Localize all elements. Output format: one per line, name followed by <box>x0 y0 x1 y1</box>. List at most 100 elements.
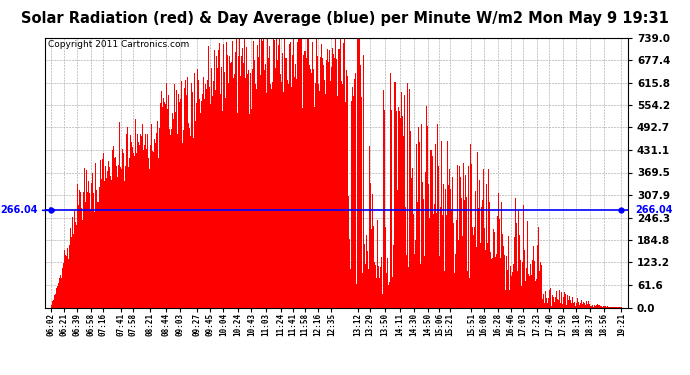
Bar <box>526 221 528 308</box>
Bar <box>332 98 333 308</box>
Bar <box>125 166 126 308</box>
Bar <box>416 144 417 308</box>
Bar <box>258 57 259 308</box>
Bar <box>475 190 476 308</box>
Bar <box>391 110 392 308</box>
Bar <box>222 111 223 308</box>
Bar <box>525 281 526 308</box>
Bar <box>355 72 356 308</box>
Bar <box>124 150 125 308</box>
Bar <box>413 214 414 308</box>
Bar <box>152 151 153 308</box>
Bar <box>281 82 282 308</box>
Bar <box>410 237 411 308</box>
Bar <box>512 272 513 308</box>
Bar <box>308 38 309 308</box>
Bar <box>176 90 177 308</box>
Bar <box>318 84 319 308</box>
Bar <box>128 167 129 308</box>
Bar <box>329 50 330 308</box>
Bar <box>598 305 599 308</box>
Bar <box>358 38 359 308</box>
Bar <box>307 71 308 308</box>
Bar <box>601 306 602 308</box>
Bar <box>254 60 255 308</box>
Bar <box>415 240 416 308</box>
Bar <box>371 229 372 308</box>
Bar <box>446 244 448 308</box>
Bar <box>238 56 239 308</box>
Bar <box>104 172 106 308</box>
Bar <box>290 42 291 308</box>
Bar <box>133 153 134 308</box>
Bar <box>471 165 472 308</box>
Bar <box>101 178 102 308</box>
Bar <box>274 40 275 308</box>
Bar <box>79 202 80 308</box>
Bar <box>478 208 479 308</box>
Bar <box>122 149 123 308</box>
Bar <box>565 294 566 307</box>
Bar <box>243 63 244 308</box>
Bar <box>214 50 215 308</box>
Bar <box>353 96 354 308</box>
Bar <box>398 107 399 307</box>
Bar <box>188 123 189 308</box>
Bar <box>204 99 205 308</box>
Bar <box>586 304 587 307</box>
Bar <box>315 84 316 308</box>
Bar <box>389 282 390 308</box>
Bar <box>263 38 264 308</box>
Bar <box>458 240 459 308</box>
Bar <box>328 62 329 308</box>
Bar <box>397 190 398 308</box>
Bar <box>147 168 148 308</box>
Bar <box>558 300 559 307</box>
Bar <box>136 153 137 308</box>
Bar <box>459 166 460 308</box>
Bar <box>227 84 228 308</box>
Bar <box>195 121 196 308</box>
Bar <box>277 60 278 308</box>
Bar <box>351 101 352 308</box>
Bar <box>451 209 452 308</box>
Bar <box>294 78 295 308</box>
Bar <box>385 227 386 308</box>
Bar <box>261 38 262 308</box>
Bar <box>172 112 173 308</box>
Bar <box>536 279 537 308</box>
Bar <box>221 77 222 308</box>
Bar <box>503 246 504 308</box>
Bar <box>414 254 415 308</box>
Bar <box>445 189 446 308</box>
Bar <box>106 178 107 308</box>
Bar <box>569 296 570 307</box>
Bar <box>514 237 515 308</box>
Bar <box>418 127 419 308</box>
Text: 266.04: 266.04 <box>635 205 673 215</box>
Bar <box>268 58 269 308</box>
Bar <box>585 304 586 307</box>
Bar <box>98 202 99 308</box>
Bar <box>287 38 288 308</box>
Bar <box>515 198 516 308</box>
Bar <box>132 147 133 308</box>
Bar <box>402 116 403 308</box>
Bar <box>373 225 374 308</box>
Bar <box>313 69 314 308</box>
Bar <box>265 64 266 308</box>
Bar <box>71 237 72 308</box>
Bar <box>566 296 567 307</box>
Bar <box>293 38 294 308</box>
Bar <box>604 307 605 308</box>
Bar <box>161 151 162 308</box>
Bar <box>299 59 300 308</box>
Bar <box>370 166 371 308</box>
Bar <box>138 142 139 308</box>
Bar <box>248 70 249 308</box>
Bar <box>64 249 66 308</box>
Bar <box>148 158 149 308</box>
Bar <box>345 102 346 308</box>
Bar <box>305 51 306 308</box>
Bar <box>257 45 258 308</box>
